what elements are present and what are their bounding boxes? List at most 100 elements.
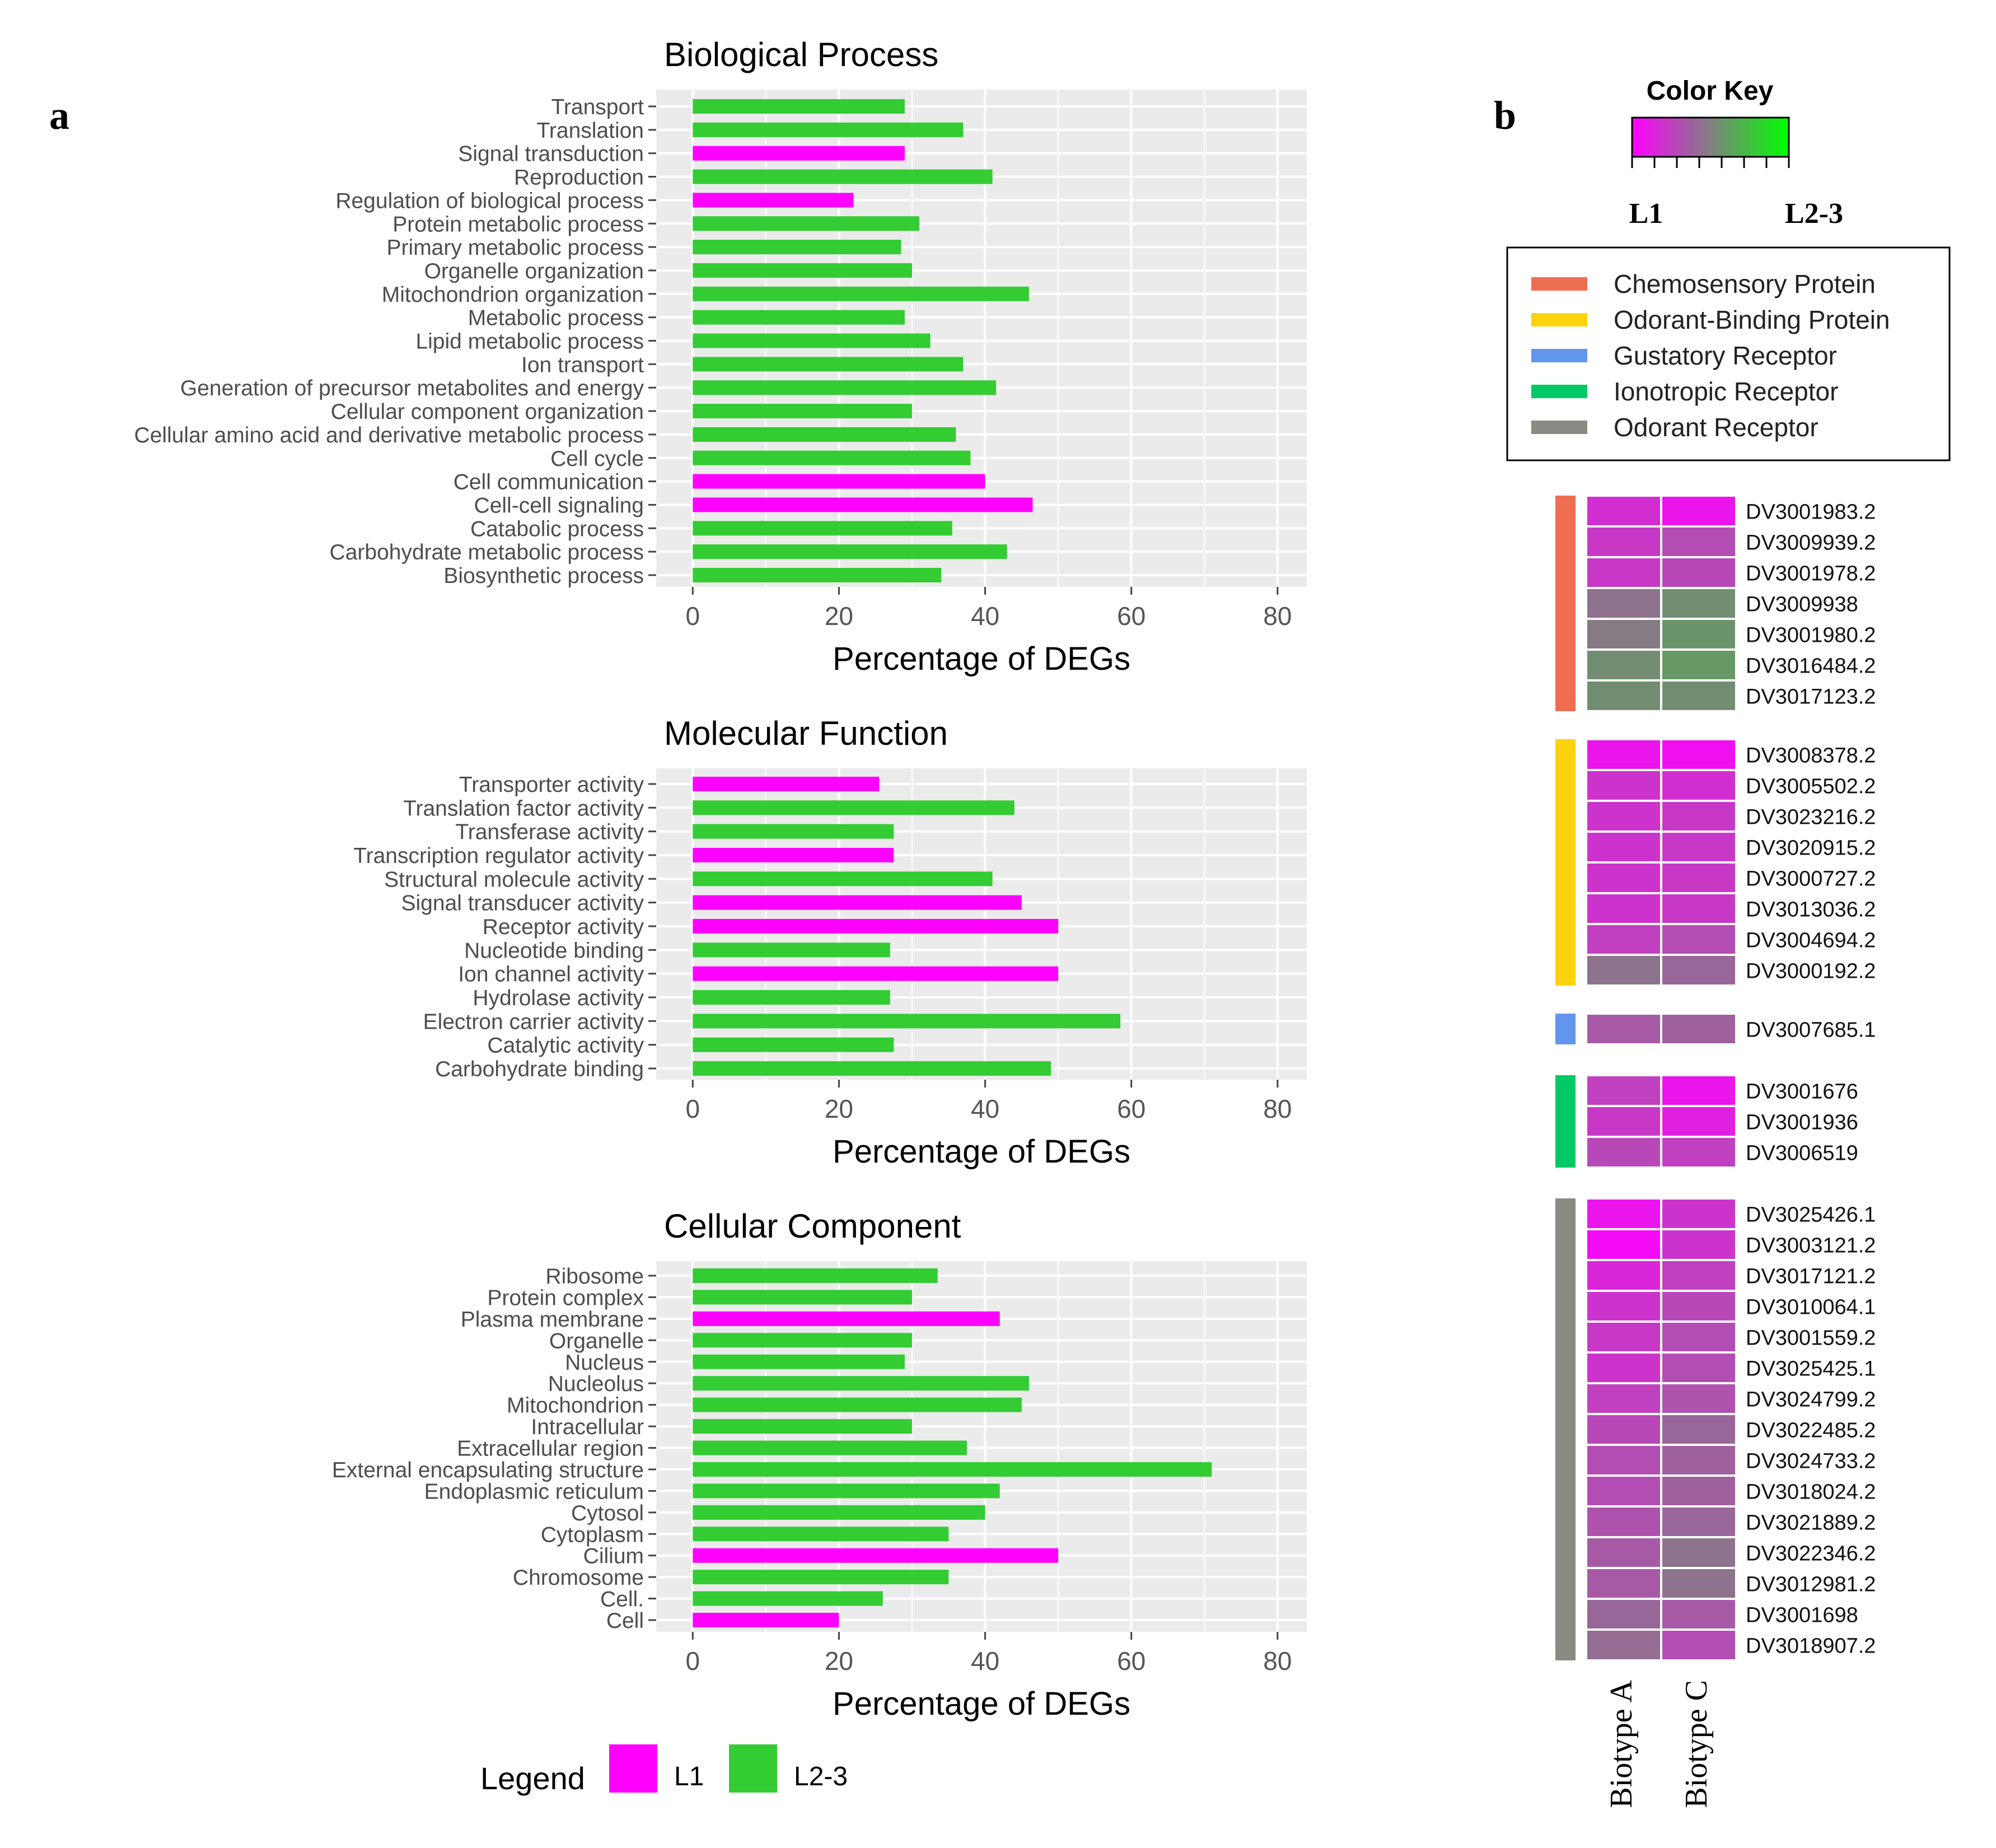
chart-title: Biological Process: [664, 36, 938, 73]
family-legend-label-chemosensory-protein: Chemosensory Protein: [1614, 269, 1876, 298]
heatmap-cell-dv3022346-2-biotype-c: [1662, 1538, 1735, 1567]
x-tick-label: 0: [685, 1646, 700, 1676]
family-sidebar-chemosensory-protein: [1555, 496, 1576, 711]
chart-title: Cellular Component: [664, 1207, 961, 1245]
x-axis-label: Percentage of DEGs: [833, 1686, 1130, 1722]
gene-label-dv3000192-2: DV3000192.2: [1746, 960, 1876, 983]
column-label-biotype-c: Biotype C: [1679, 1680, 1714, 1808]
family-sidebar-odorant-binding-protein: [1555, 739, 1576, 986]
heatmap-cell-dv3023216-2-biotype-c: [1662, 802, 1735, 830]
legend-label-l1: L1: [674, 1762, 704, 1791]
category-label: Nucleus: [565, 1351, 644, 1375]
legend-label-l23: L2-3: [794, 1762, 848, 1791]
gene-label-dv3017121-2: DV3017121.2: [1746, 1265, 1876, 1289]
category-label: Cell.: [600, 1588, 644, 1612]
heatmap-cell-dv3001676-biotype-a: [1587, 1076, 1660, 1105]
column-label-biotype-a: Biotype A: [1604, 1679, 1639, 1808]
category-label: Signal transduction: [458, 142, 644, 166]
category-label: Reproduction: [514, 166, 644, 190]
gene-label-dv3023216-2: DV3023216.2: [1746, 806, 1876, 829]
family-legend-swatch-odorant-binding-protein: [1531, 313, 1587, 326]
gene-label-dv3020915-2: DV3020915.2: [1746, 837, 1876, 860]
heatmap-cell-dv3025426-1-biotype-a: [1587, 1200, 1660, 1228]
heatmap-cell-dv3001983-2-biotype-a: [1587, 497, 1660, 525]
gene-label-dv3009938: DV3009938: [1746, 593, 1858, 617]
category-label: Cilium: [583, 1544, 644, 1569]
legend: Legend L1 L2-3: [480, 1744, 848, 1796]
x-tick-label: 60: [1117, 1094, 1146, 1123]
category-label: Endoplasmic reticulum: [424, 1480, 644, 1504]
bar-translation-factor-activity: [693, 800, 1015, 815]
category-label: External encapsulating structure: [332, 1458, 644, 1482]
bar-chart-biological-process: Biological Process 0 20 40 60 80 TransportTran…: [134, 36, 1307, 677]
heatmap-family-odorant-binding-protein: DV3008378.2 DV3005502.2 DV3023216.2 DV30209…: [1555, 739, 1876, 986]
bar-carbohydrate-metabolic-process: [693, 544, 1007, 559]
heatmap: DV3001983.2 DV3009939.2 DV3001978.2 DV30099…: [1555, 496, 1876, 1808]
color-key-low-label: L1: [1629, 198, 1663, 230]
category-label: Carbohydrate metabolic process: [330, 540, 644, 564]
heatmap-cell-dv3013036-2-biotype-c: [1662, 894, 1735, 923]
gene-label-dv3022485-2: DV3022485.2: [1746, 1419, 1876, 1443]
family-legend-swatch-ionotropic-receptor: [1531, 385, 1587, 398]
bar-mitochondrion: [693, 1397, 1022, 1412]
heatmap-cell-dv3008378-2-biotype-a: [1587, 740, 1660, 769]
heatmap-cell-dv3006519-biotype-a: [1587, 1138, 1660, 1166]
family-legend-swatch-chemosensory-protein: [1531, 277, 1587, 291]
family-sidebar-gustatory-receptor: [1555, 1014, 1576, 1044]
bar-transferase-activity: [693, 824, 894, 839]
x-axis-label: Percentage of DEGs: [833, 641, 1130, 677]
heatmap-cell-dv3001978-2-biotype-a: [1587, 558, 1660, 587]
bar-cytosol: [693, 1505, 985, 1520]
gene-label-dv3001983-2: DV3001983.2: [1746, 501, 1876, 524]
heatmap-cell-dv3018907-2-biotype-a: [1587, 1631, 1660, 1659]
heatmap-cell-dv3017123-2-biotype-c: [1662, 682, 1735, 710]
x-tick-label: 80: [1263, 601, 1292, 631]
category-label: Lipid metabolic process: [415, 330, 644, 354]
category-label: Signal transducer activity: [401, 892, 644, 916]
gene-label-dv3022346-2: DV3022346.2: [1746, 1542, 1876, 1566]
heatmap-cell-dv3009939-2-biotype-a: [1587, 528, 1660, 556]
x-tick-label: 60: [1117, 1646, 1146, 1676]
family-legend-label-gustatory-receptor: Gustatory Receptor: [1614, 341, 1837, 370]
heatmap-cell-dv3024733-2-biotype-a: [1587, 1446, 1660, 1474]
category-label: Generation of precursor metabolites and …: [180, 376, 644, 400]
bar-plasma-membrane: [693, 1311, 1000, 1326]
gene-label-dv3004694-2: DV3004694.2: [1746, 929, 1876, 953]
legend-swatch-l23: [729, 1744, 777, 1793]
heatmap-cell-dv3025425-1-biotype-a: [1587, 1354, 1660, 1382]
bar-reproduction: [693, 169, 993, 184]
heatmap-cell-dv3010064-1-biotype-a: [1587, 1292, 1660, 1320]
gene-label-dv3024733-2: DV3024733.2: [1746, 1450, 1876, 1473]
bar-chart-molecular-function: Molecular Function 0 20 40 60 80 Transporter a…: [353, 715, 1307, 1170]
category-label: Nucleolus: [548, 1372, 644, 1396]
x-tick-label: 60: [1117, 601, 1146, 631]
heatmap-cell-dv3003121-2-biotype-a: [1587, 1230, 1660, 1259]
heatmap-cell-dv3022346-2-biotype-a: [1587, 1538, 1660, 1567]
bar-chromosome: [693, 1570, 949, 1585]
heatmap-family-odorant-receptor: DV3025426.1 DV3003121.2 DV3017121.2 DV30100…: [1555, 1198, 1876, 1660]
category-label: Ion channel activity: [458, 963, 644, 987]
gene-label-dv3001676: DV3001676: [1746, 1080, 1858, 1104]
bar-generation-of-precursor-metabolites-and-energy: [693, 380, 997, 395]
bar-signal-transduction: [693, 146, 905, 161]
bar-cell: [693, 1591, 883, 1606]
category-label: Regulation of biological process: [335, 189, 644, 213]
bar-cell-cycle: [693, 450, 971, 465]
heatmap-cell-dv3018907-2-biotype-c: [1662, 1631, 1735, 1659]
family-legend-swatch-gustatory-receptor: [1531, 349, 1587, 362]
bar-endoplasmic-reticulum: [693, 1483, 1000, 1499]
x-tick-label: 40: [971, 601, 999, 631]
family-legend-label-odorant-receptor: Odorant Receptor: [1614, 413, 1819, 442]
category-label: Mitochondrion organization: [382, 283, 644, 307]
heatmap-cell-dv3021889-2-biotype-c: [1662, 1508, 1735, 1536]
heatmap-cell-dv3008378-2-biotype-c: [1662, 740, 1735, 769]
family-legend-swatch-odorant-receptor: [1531, 421, 1587, 434]
bar-lipid-metabolic-process: [693, 333, 931, 348]
x-tick-label: 80: [1263, 1646, 1292, 1676]
category-label: Translation: [537, 119, 644, 143]
category-label: Catalytic activity: [487, 1034, 644, 1058]
heatmap-cell-dv3016484-2-biotype-a: [1587, 651, 1660, 679]
heatmap-cell-dv3024733-2-biotype-c: [1662, 1446, 1735, 1474]
heatmap-cell-dv3005502-2-biotype-a: [1587, 771, 1660, 800]
heatmap-cell-dv3021889-2-biotype-a: [1587, 1508, 1660, 1536]
